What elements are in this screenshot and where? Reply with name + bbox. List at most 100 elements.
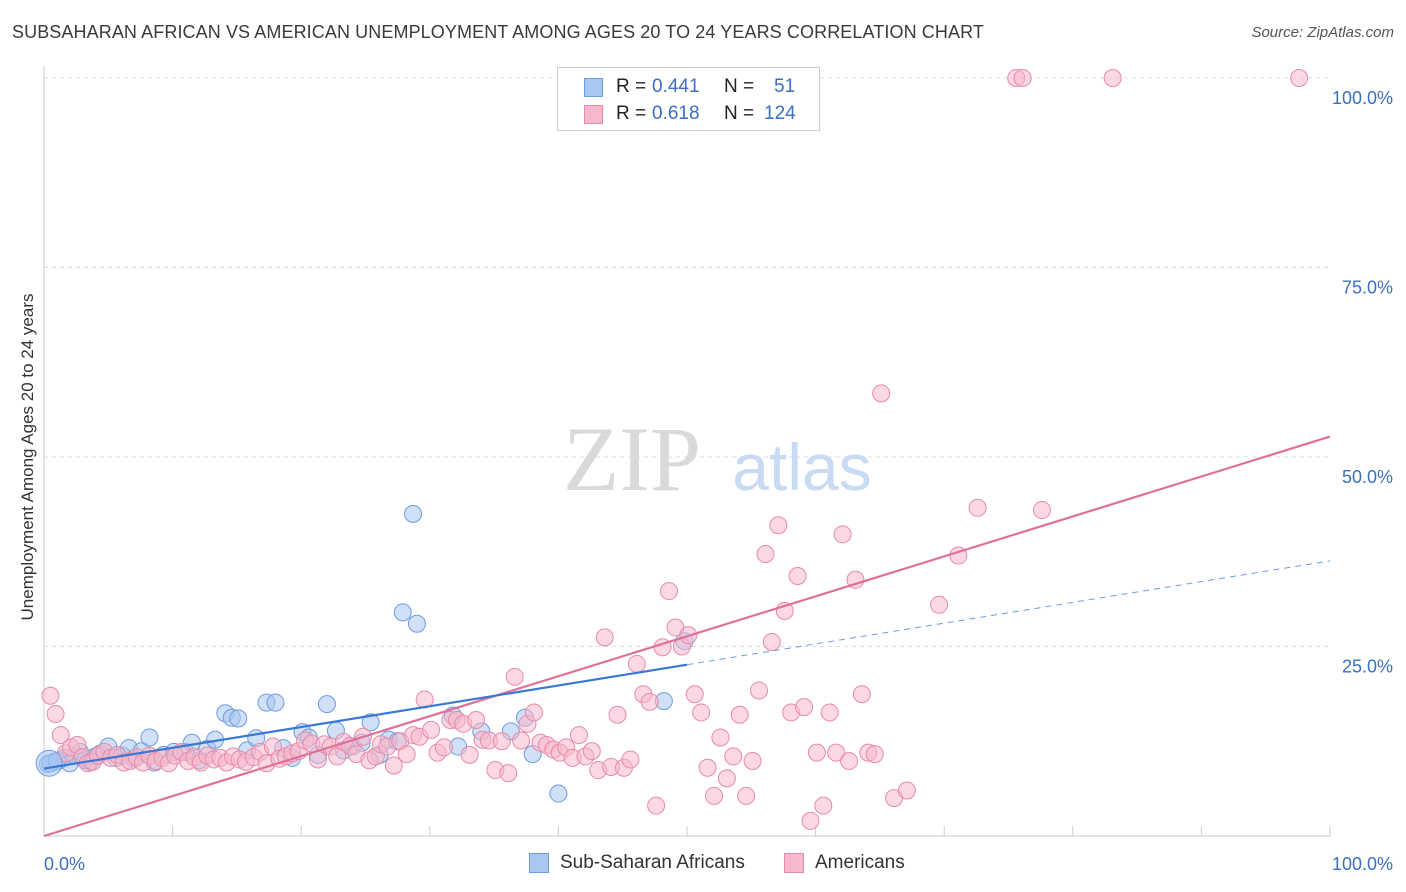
data-point	[930, 595, 949, 614]
legend-n-value: 51	[774, 76, 796, 97]
data-point	[317, 695, 336, 714]
legend-r-label: R =	[616, 76, 647, 97]
data-point	[717, 769, 736, 788]
trend-line-subsaharan	[43, 663, 688, 770]
data-point	[872, 384, 891, 403]
data-point	[397, 745, 416, 764]
legend-r-value: 0.618	[652, 103, 700, 124]
gridlines	[44, 77, 1330, 647]
chart-title: SUBSAHARAN AFRICAN VS AMERICAN UNEMPLOYM…	[12, 22, 984, 42]
data-point	[1290, 69, 1309, 87]
trend-line-americans	[43, 435, 1331, 838]
data-point	[1103, 69, 1122, 87]
data-point	[659, 582, 678, 601]
data-point	[595, 628, 614, 647]
source-label: Source: ZipAtlas.com	[1251, 24, 1394, 41]
data-point	[549, 784, 568, 803]
y-tick-label: 25.0%	[1342, 657, 1393, 677]
data-point	[361, 713, 380, 732]
data-point	[51, 726, 70, 745]
data-point	[814, 796, 833, 815]
data-point	[897, 781, 916, 800]
watermark: ZIP atlas	[563, 408, 872, 510]
data-point	[467, 711, 486, 730]
y-tick-label: 50.0%	[1342, 467, 1393, 487]
trend-line-subsaharan-extension	[686, 560, 1331, 666]
data-point	[743, 751, 762, 770]
legend-n-label: N =	[724, 76, 755, 97]
data-point	[46, 704, 65, 723]
data-point	[229, 709, 248, 728]
data-point	[692, 703, 711, 722]
y-tick-label: 75.0%	[1342, 278, 1393, 298]
data-point	[865, 745, 884, 764]
data-point	[41, 686, 60, 705]
legend-swatch-americans	[584, 105, 603, 124]
data-point	[512, 731, 531, 750]
correlation-legend: R = 0.441 N = 51 R = 0.618 N = 124	[557, 67, 820, 131]
data-point	[807, 743, 826, 762]
data-point-cluster	[35, 749, 63, 777]
data-point	[640, 692, 659, 711]
data-point	[505, 667, 524, 686]
data-point	[266, 693, 285, 712]
bottom-legend-label-americans: Americans	[815, 852, 905, 873]
data-point	[404, 504, 423, 523]
data-point	[492, 732, 511, 751]
data-point	[698, 758, 717, 777]
x-tick-label: 100.0%	[1332, 854, 1393, 874]
data-point	[647, 796, 666, 815]
x-tick-label: 0.0%	[44, 854, 85, 874]
data-point	[788, 567, 807, 586]
bottom-legend-swatch-subsaharan	[529, 853, 549, 873]
data-point	[407, 614, 426, 633]
data-point	[608, 705, 627, 724]
data-point	[769, 516, 788, 535]
data-point	[762, 632, 781, 651]
data-point	[140, 728, 159, 747]
legend-n-label: N =	[724, 103, 755, 124]
data-point	[621, 750, 640, 769]
data-point	[711, 728, 730, 747]
data-point	[434, 738, 453, 757]
axes	[43, 66, 1331, 837]
data-point	[724, 747, 743, 766]
data-point	[852, 685, 871, 704]
data-point	[968, 498, 987, 517]
watermark-zip: ZIP	[563, 408, 701, 510]
data-point	[569, 726, 588, 745]
data-point	[460, 745, 479, 764]
y-axis-label: Unemployment Among Ages 20 to 24 years	[18, 293, 37, 621]
legend-swatch-subsaharan	[584, 78, 603, 97]
legend-n-value: 124	[764, 103, 796, 124]
watermark-atlas: atlas	[732, 430, 871, 504]
data-point	[756, 545, 775, 564]
trend-lines	[43, 435, 1331, 838]
data-point	[833, 525, 852, 544]
bottom-legend-label-subsaharan: Sub-Saharan Africans	[560, 852, 745, 873]
data-point	[801, 811, 820, 830]
data-point	[846, 570, 865, 589]
data-point	[820, 703, 839, 722]
data-point	[737, 786, 756, 805]
data-point	[730, 705, 749, 724]
data-point	[795, 698, 814, 717]
data-point	[1032, 501, 1051, 520]
data-point	[1013, 69, 1032, 87]
tick-labels: 25.0% 50.0% 75.0% 100.0% 0.0% 100.0%	[44, 88, 1393, 874]
y-tick-label: 100.0%	[1332, 88, 1393, 108]
legend-r-label: R =	[616, 103, 647, 124]
data-point	[499, 764, 518, 783]
data-point	[384, 756, 403, 775]
data-point	[750, 681, 769, 700]
data-point	[827, 743, 846, 762]
data-point	[422, 720, 441, 739]
data-point	[705, 786, 724, 805]
legend-r-value: 0.441	[652, 76, 700, 97]
data-point	[582, 742, 601, 761]
data-point	[627, 654, 646, 673]
series-americans	[41, 69, 1309, 830]
data-point	[685, 685, 704, 704]
data-point	[840, 751, 859, 770]
